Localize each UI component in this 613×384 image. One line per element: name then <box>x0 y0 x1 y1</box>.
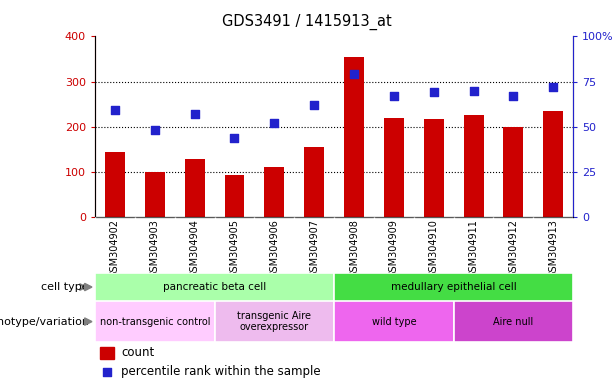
Text: GSM304912: GSM304912 <box>508 218 519 278</box>
Bar <box>224 175 245 217</box>
Bar <box>100 347 114 359</box>
Bar <box>105 152 125 217</box>
Point <box>389 93 399 99</box>
Bar <box>334 301 454 342</box>
Text: transgenic Aire
overexpressor: transgenic Aire overexpressor <box>237 311 311 333</box>
Point <box>310 102 319 108</box>
Text: GSM304913: GSM304913 <box>548 218 558 278</box>
Text: percentile rank within the sample: percentile rank within the sample <box>121 365 321 378</box>
Text: GSM304911: GSM304911 <box>468 218 479 278</box>
Bar <box>95 301 215 342</box>
Bar <box>503 127 524 217</box>
Bar <box>215 301 334 342</box>
Text: Aire null: Aire null <box>493 316 533 327</box>
Text: cell type: cell type <box>41 282 89 292</box>
Text: non-transgenic control: non-transgenic control <box>99 316 210 327</box>
Text: GSM304910: GSM304910 <box>428 218 439 278</box>
Point <box>469 88 479 94</box>
Bar <box>384 118 404 217</box>
Text: GDS3491 / 1415913_at: GDS3491 / 1415913_at <box>222 13 391 30</box>
Point <box>190 111 200 117</box>
Bar <box>185 159 205 217</box>
Bar <box>334 273 573 301</box>
Point <box>509 93 519 99</box>
Text: medullary epithelial cell: medullary epithelial cell <box>390 282 517 292</box>
Text: GSM304908: GSM304908 <box>349 218 359 278</box>
Bar <box>543 111 563 217</box>
Bar <box>463 116 484 217</box>
Point <box>349 71 359 78</box>
Text: GSM304903: GSM304903 <box>150 218 160 278</box>
Bar <box>344 57 364 217</box>
Text: GSM304905: GSM304905 <box>229 218 240 278</box>
Point <box>270 120 280 126</box>
Point <box>110 108 120 114</box>
Text: GSM304906: GSM304906 <box>269 218 280 278</box>
Point <box>230 134 240 141</box>
Text: pancreatic beta cell: pancreatic beta cell <box>163 282 266 292</box>
Bar <box>424 119 444 217</box>
Bar <box>454 301 573 342</box>
Bar <box>145 172 165 217</box>
Text: count: count <box>121 346 154 359</box>
Text: wild type: wild type <box>371 316 416 327</box>
Bar <box>95 273 334 301</box>
Bar <box>264 167 284 217</box>
Point <box>549 84 558 90</box>
Point <box>150 127 160 133</box>
Text: genotype/variation: genotype/variation <box>0 316 89 327</box>
Point <box>429 89 439 96</box>
Text: GSM304904: GSM304904 <box>189 218 200 278</box>
Text: GSM304909: GSM304909 <box>389 218 399 278</box>
Point <box>102 369 112 375</box>
Text: GSM304902: GSM304902 <box>110 218 120 278</box>
Text: GSM304907: GSM304907 <box>309 218 319 278</box>
Bar <box>304 147 324 217</box>
